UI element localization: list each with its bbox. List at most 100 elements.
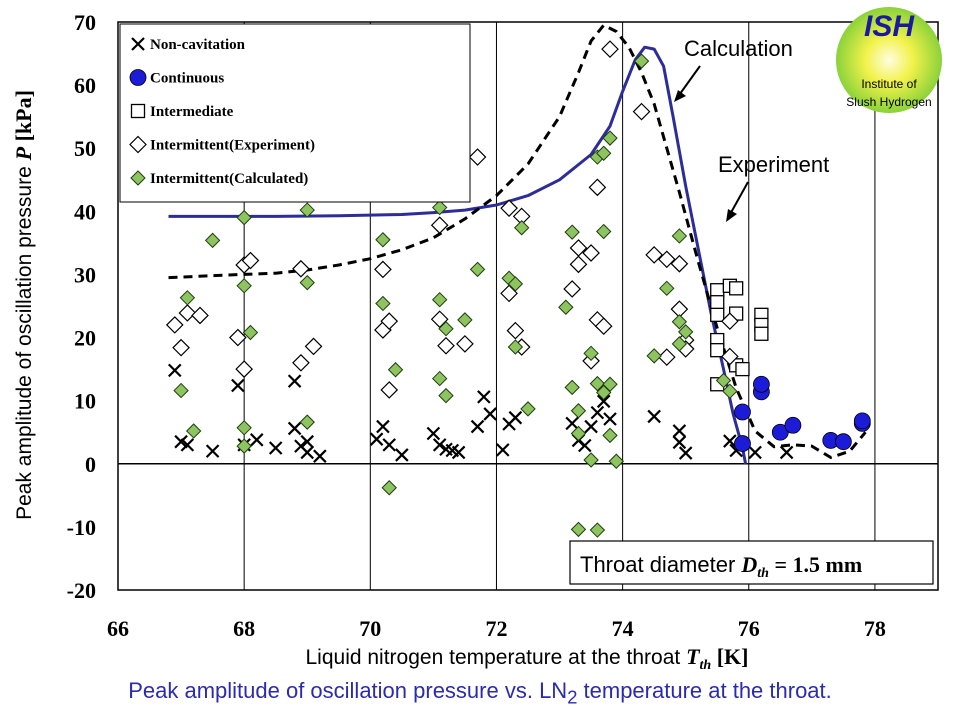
noncav-point [495,443,510,457]
noncav-point [231,378,245,393]
experiment-curve [168,23,867,459]
legend-marker-interexp [129,135,147,154]
noncav-point [205,444,220,458]
noncav-point [313,449,327,463]
intercalc-point [671,314,688,330]
intercalc-point [646,348,662,364]
noncav-point [287,374,302,388]
intercalc-point [431,370,448,387]
interexp-point [437,336,455,355]
x-tick-label: 78 [864,616,886,641]
noncav-point [672,424,687,438]
noncav-point [483,407,497,421]
y-tick-label: -10 [67,515,96,540]
calculation-label: Calculation [684,36,793,61]
intercalc-point [671,228,688,244]
noncav-point [382,438,397,452]
experiment-arrowhead [726,209,737,222]
legend-label-intercalc: Intermittent(Calculated) [150,171,308,187]
cont-point [784,416,802,434]
noncav-point [268,441,283,455]
throat-value: = 1.5 mm [769,552,862,577]
noncav-point [678,446,693,460]
throat-text: Throat diameter [580,552,741,577]
intercalc-point [589,375,606,392]
intercalc-point [671,336,688,352]
y-tick-label: 20 [74,326,96,351]
interexp-point [582,244,600,262]
intercalc-point [520,401,536,417]
noncav-point [603,412,617,426]
intercalc-point [715,372,732,389]
noncav-point [376,419,390,434]
inter-point [710,283,725,298]
y-tick-label: -20 [67,578,96,603]
y-tick-label: 30 [74,262,96,287]
inter-point [710,295,725,310]
intercalc-point [558,299,574,315]
interexp-point [235,360,254,378]
intercalc-point [438,321,454,337]
intercalc-point [431,291,448,308]
interexp-point [500,284,518,303]
intercalc-point [595,145,612,161]
ish-logo: ISH Institute of Slush Hydrogen [836,7,942,113]
noncav-point [167,363,182,378]
noncav-point [590,405,605,420]
intercalc-point [659,280,675,297]
throat-subscript: th [757,566,769,581]
x-tick-label: 66 [107,616,129,641]
noncav-point [779,445,794,460]
intercalc-point [583,345,599,362]
noncav-point [477,390,491,404]
interexp-point [657,250,676,269]
noncav-point [596,394,611,409]
y-axis-ticks: -20 -10 0 10 20 30 40 50 60 70 [67,10,96,603]
noncav-point [249,433,264,447]
interexp-point [292,353,310,372]
legend-label-cont: Continuous [150,71,224,87]
logo-line2: Slush Hydrogen [846,95,931,109]
slide-caption: Peak amplitude of oscillation pressure v… [128,678,832,708]
cont-point [853,412,871,430]
intercalc-point [564,379,580,396]
noncav-point [508,410,523,425]
intercalc-point [299,202,315,218]
interexp-point [670,254,689,273]
noncav-point [287,421,302,436]
noncav-point [300,434,315,449]
interexp-point [191,306,209,325]
intercalc-point [507,276,524,292]
intercalc-point [381,480,397,496]
intercalc-point [722,383,738,399]
throat-diameter-box: Throat diameter Dth = 1.5 mm [569,540,934,585]
intercalc-point [204,232,221,249]
y-tick-label: 60 [74,73,96,98]
legend-label-interexp: Intermittent(Experiment) [150,138,315,154]
interexp-point [165,316,184,334]
intercalc-point [583,452,599,468]
intercalc-point [602,130,618,146]
interexp-point [374,260,392,279]
intercalc-point [595,223,612,240]
noncav-point [723,434,737,448]
intercalc-point [564,224,580,240]
intercalc-point [608,453,625,469]
intercalc-point [179,290,196,306]
cont-point [734,435,751,452]
legend-box [119,23,471,203]
intercalc-point [299,414,315,430]
intercalc-point [602,376,618,392]
noncav-point [577,438,592,453]
interexp-point [468,148,487,166]
noncav-point [426,426,441,441]
interexp-point [569,255,588,274]
throat-symbol: D [740,552,757,577]
cont-point [734,403,751,421]
interexp-point [594,317,613,336]
interexp-point [430,216,449,235]
x-tick-label: 70 [359,616,381,641]
intercalc-point [589,522,606,538]
intercalc-point [469,261,486,278]
intercalc-point [570,403,587,419]
